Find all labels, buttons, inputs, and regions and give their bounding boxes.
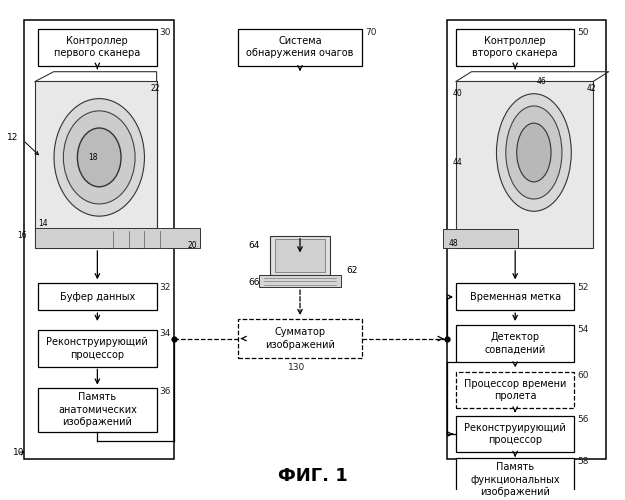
Text: Детектор
совпадений: Детектор совпадений	[484, 332, 546, 354]
Text: 64: 64	[248, 241, 259, 250]
Text: 52: 52	[578, 283, 589, 292]
Text: Реконструирующий
процессор: Реконструирующий процессор	[46, 337, 148, 359]
Text: 36: 36	[160, 387, 171, 396]
FancyBboxPatch shape	[38, 284, 157, 310]
FancyBboxPatch shape	[456, 325, 574, 362]
Ellipse shape	[506, 106, 562, 199]
Text: 14: 14	[38, 219, 48, 228]
Text: 60: 60	[578, 371, 589, 380]
FancyBboxPatch shape	[259, 275, 341, 287]
FancyBboxPatch shape	[271, 236, 329, 275]
FancyBboxPatch shape	[456, 372, 574, 408]
Text: 62: 62	[347, 266, 358, 274]
FancyBboxPatch shape	[238, 319, 362, 358]
Text: 30: 30	[160, 28, 171, 38]
FancyBboxPatch shape	[456, 82, 593, 248]
Text: 54: 54	[578, 324, 589, 334]
Text: 40: 40	[452, 89, 462, 98]
Text: Контроллер
второго сканера: Контроллер второго сканера	[472, 36, 558, 59]
Ellipse shape	[63, 111, 135, 204]
Text: 58: 58	[578, 457, 589, 466]
Text: 10: 10	[13, 448, 24, 457]
Text: 22: 22	[151, 84, 160, 94]
Text: 18: 18	[88, 153, 98, 162]
Text: 70: 70	[366, 28, 377, 38]
Polygon shape	[35, 228, 200, 248]
Text: Реконструирующий
процессор: Реконструирующий процессор	[464, 423, 566, 446]
Text: 12: 12	[7, 134, 18, 142]
Text: Память
функциональных
изображений: Память функциональных изображений	[471, 462, 560, 497]
Text: 48: 48	[449, 238, 458, 248]
Ellipse shape	[78, 128, 121, 187]
Ellipse shape	[496, 94, 571, 212]
Text: 42: 42	[587, 84, 596, 94]
FancyBboxPatch shape	[38, 29, 157, 66]
Text: 46: 46	[537, 77, 547, 86]
Text: 66: 66	[248, 278, 259, 287]
FancyBboxPatch shape	[444, 230, 518, 248]
Text: Процессор времени
пролета: Процессор времени пролета	[464, 379, 566, 401]
Text: Буфер данных: Буфер данных	[60, 292, 135, 302]
Ellipse shape	[54, 98, 144, 216]
FancyBboxPatch shape	[35, 82, 157, 248]
FancyBboxPatch shape	[275, 238, 325, 272]
Text: 56: 56	[578, 415, 589, 424]
Ellipse shape	[517, 123, 551, 182]
FancyBboxPatch shape	[456, 458, 574, 500]
FancyBboxPatch shape	[38, 330, 157, 366]
FancyBboxPatch shape	[456, 29, 574, 66]
FancyBboxPatch shape	[456, 416, 574, 453]
Text: Память
анатомических
изображений: Память анатомических изображений	[58, 392, 137, 427]
Text: 130: 130	[288, 364, 305, 372]
Text: Временная метка: Временная метка	[469, 292, 561, 302]
Text: 16: 16	[18, 231, 27, 240]
FancyBboxPatch shape	[456, 284, 574, 310]
FancyBboxPatch shape	[38, 388, 157, 432]
Text: 32: 32	[160, 283, 171, 292]
Text: ФИГ. 1: ФИГ. 1	[278, 468, 348, 485]
Text: Контроллер
первого сканера: Контроллер первого сканера	[54, 36, 141, 59]
Text: 50: 50	[578, 28, 589, 38]
FancyBboxPatch shape	[238, 29, 362, 66]
Text: Система
обнаружения очагов: Система обнаружения очагов	[246, 36, 354, 59]
Text: 34: 34	[160, 330, 171, 338]
Text: Сумматор
изображений: Сумматор изображений	[265, 328, 335, 350]
Text: 20: 20	[188, 241, 198, 250]
Text: 44: 44	[452, 158, 462, 167]
